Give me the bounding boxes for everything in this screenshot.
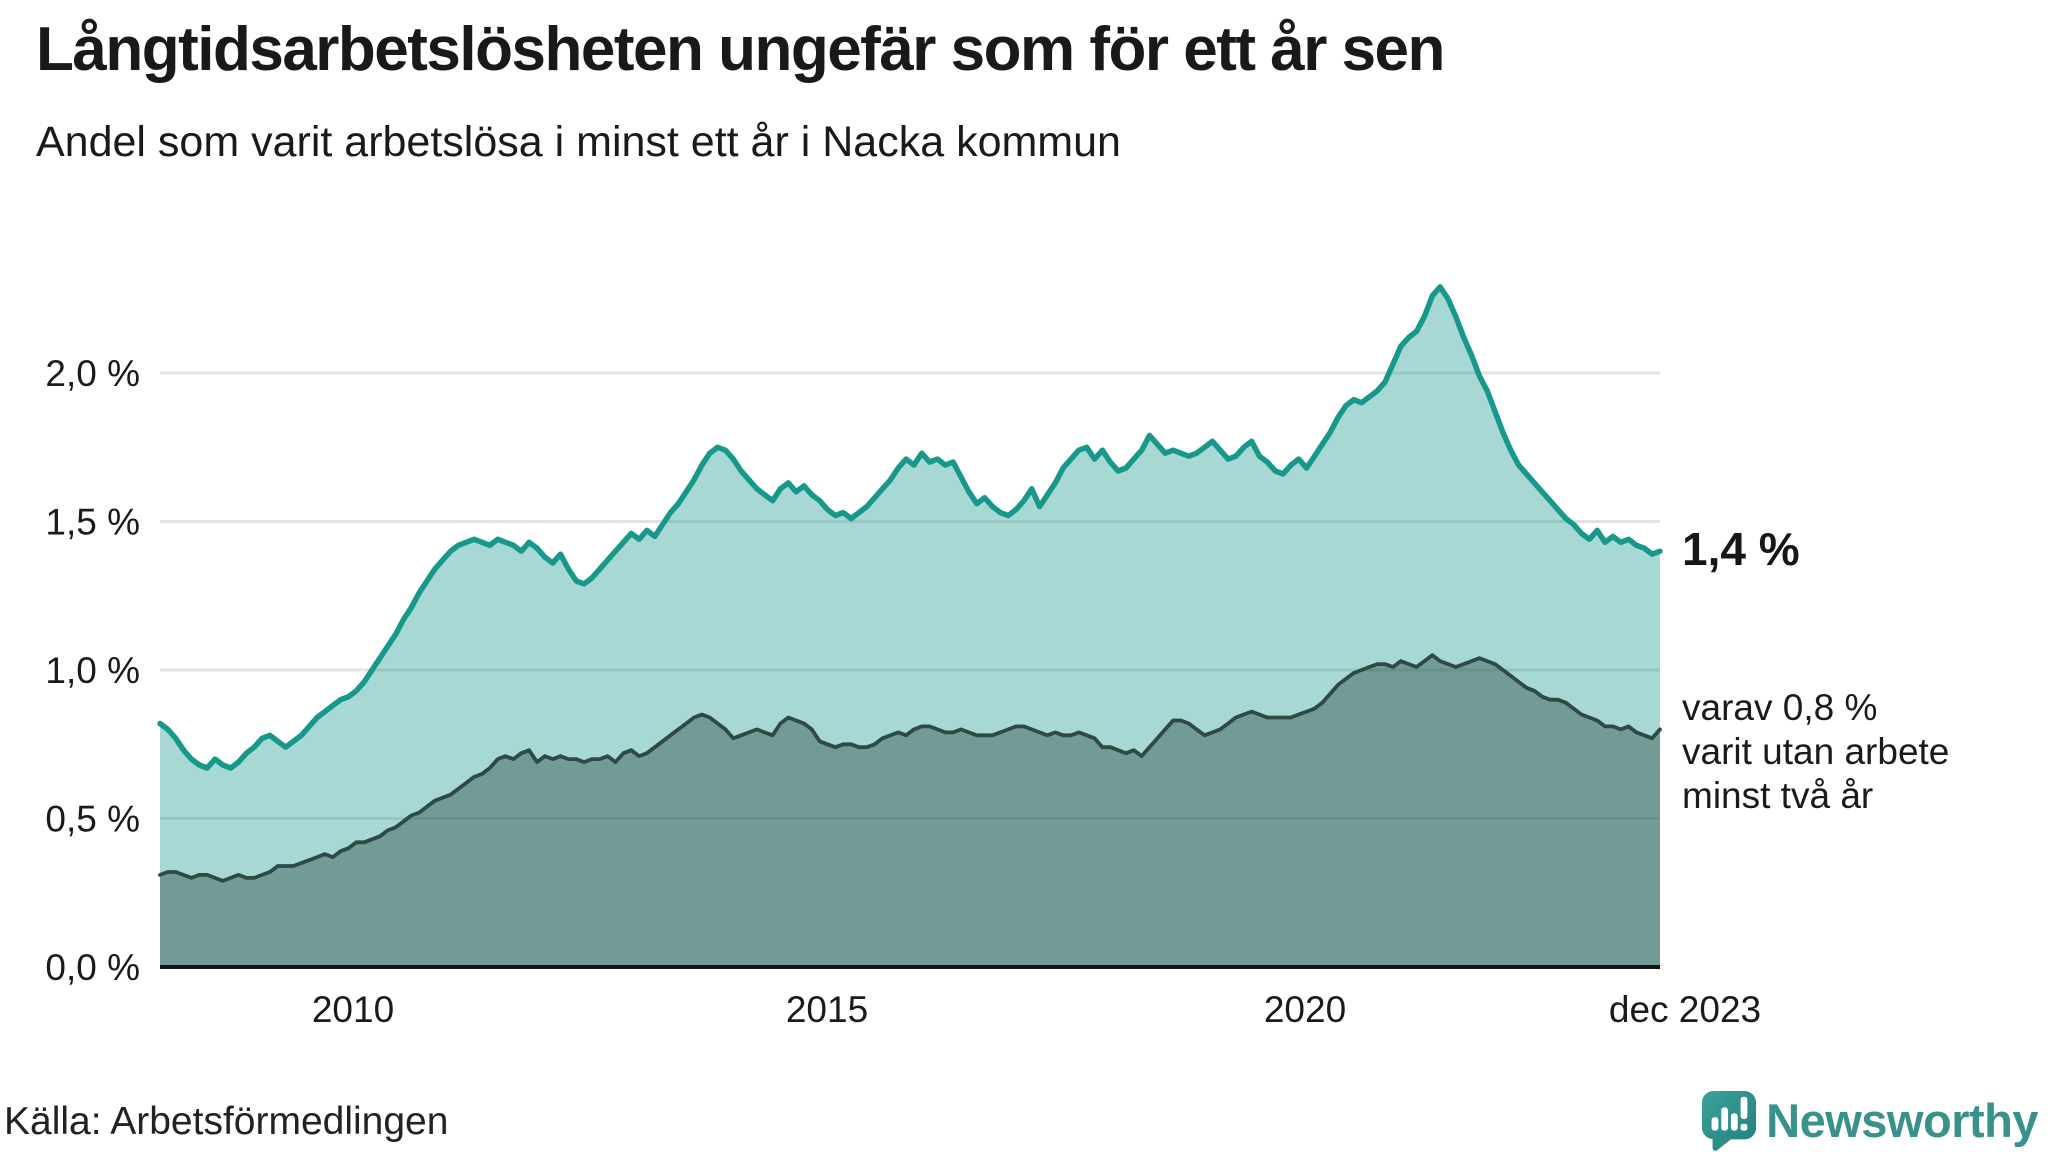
- logo-exclamation-bar: [1740, 1096, 1748, 1120]
- x-axis-tick-label: dec 2023: [1609, 989, 1761, 1030]
- logo-bar-tall: [1721, 1107, 1729, 1131]
- page-subtitle: Andel som varit arbetslösa i minst ett å…: [36, 118, 1121, 166]
- x-axis-tick-label: 2010: [312, 989, 394, 1030]
- logo-exclamation-dot: [1740, 1123, 1748, 1131]
- annotation-line-3: minst två år: [1682, 775, 1874, 816]
- y-axis-tick-label: 1,5 %: [45, 502, 140, 543]
- page-title: Långtidsarbetslösheten ungefär som för e…: [36, 15, 1445, 84]
- series-area-2: [160, 655, 1660, 967]
- y-axis-tick-label: 1,0 %: [45, 650, 140, 691]
- source-caption: Källa: Arbetsförmedlingen: [4, 1100, 449, 1143]
- two-year-share-annotation: varav 0,8 % varit utan arbete minst två …: [1682, 686, 1949, 818]
- logo-bar-short: [1711, 1117, 1719, 1131]
- latest-value-label: 1,4 %: [1682, 523, 1800, 575]
- y-axis-tick-label: 0,5 %: [45, 799, 140, 840]
- x-axis-tick-label: 2015: [786, 989, 868, 1030]
- y-axis-tick-label: 2,0 %: [45, 353, 140, 394]
- annotation-line-2: varit utan arbete: [1682, 731, 1950, 772]
- series-area-1: [160, 286, 1660, 967]
- newsworthy-wordmark: Newsworthy: [1766, 1093, 2038, 1147]
- newsworthy-logo-icon: [1702, 1091, 1757, 1151]
- y-axis-tick-label: 0,0 %: [45, 947, 140, 988]
- annotation-line-1: varav 0,8 %: [1682, 687, 1878, 728]
- series-line-2: [158, 653, 1662, 883]
- newsworthy-logo: Newsworthy: [1700, 1088, 2038, 1152]
- logo-bar-medium: [1731, 1113, 1738, 1131]
- x-axis-tick-label: 2020: [1264, 989, 1346, 1030]
- series-line-1: [157, 284, 1663, 771]
